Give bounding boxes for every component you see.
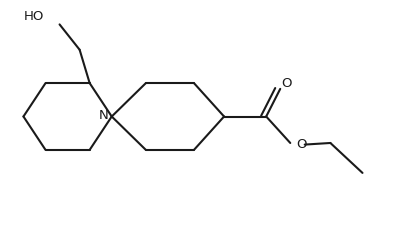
Text: O: O — [297, 138, 307, 151]
Text: N: N — [99, 109, 109, 122]
Text: HO: HO — [23, 10, 44, 23]
Text: O: O — [281, 77, 292, 90]
